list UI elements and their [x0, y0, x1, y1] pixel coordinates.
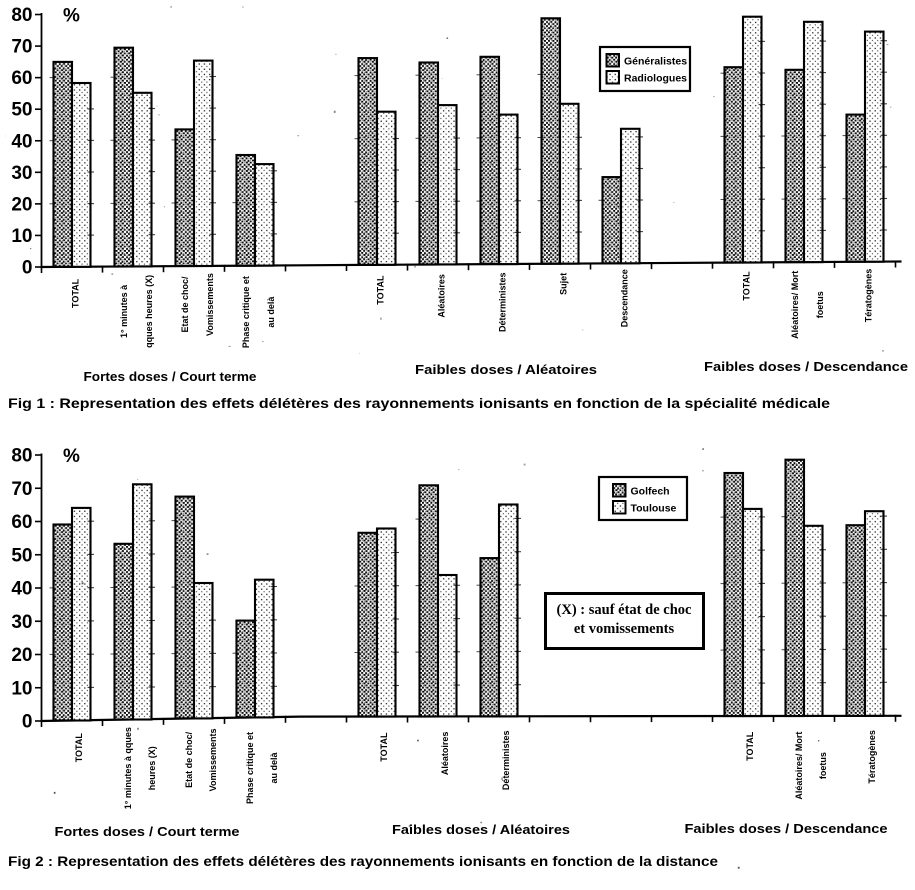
svg-text:0: 0: [22, 258, 33, 279]
svg-text:Faibles doses / Aléatoires: Faibles doses / Aléatoires: [392, 822, 570, 837]
svg-text:Descendance: Descendance: [620, 269, 630, 327]
svg-text:Fortes doses / Court terme: Fortes doses / Court terme: [84, 369, 257, 384]
svg-text:Radiologues: Radiologues: [624, 73, 687, 85]
svg-text:Vomissements: Vomissements: [205, 273, 215, 336]
svg-text:Faibles doses / Aléatoires: Faibles doses / Aléatoires: [415, 362, 597, 377]
svg-text:TOTAL: TOTAL: [745, 731, 755, 761]
svg-text:40: 40: [11, 131, 32, 152]
svg-text:(X) : sauf état de choc: (X) : sauf état de choc: [557, 602, 692, 618]
svg-text:Golfech: Golfech: [631, 486, 670, 498]
svg-text:10: 10: [11, 678, 32, 699]
svg-text:20: 20: [11, 645, 32, 666]
svg-text:Sujet: Sujet: [559, 273, 569, 295]
svg-text:Déterministes: Déterministes: [498, 272, 508, 332]
svg-text:Déterministes: Déterministes: [501, 731, 511, 791]
svg-text:30: 30: [11, 163, 32, 184]
svg-text:Aléatoires/ Mort: Aléatoires/ Mort: [794, 732, 804, 800]
svg-text:TOTAL: TOTAL: [376, 275, 386, 305]
svg-text:Fig 1 : Representation des eff: Fig 1 : Representation des effets délétè…: [8, 395, 830, 411]
svg-text:Toulouse: Toulouse: [631, 503, 677, 515]
svg-text:et vomissements: et vomissements: [574, 621, 675, 637]
svg-text:foetus: foetus: [818, 752, 828, 779]
svg-text:Phase critique et: Phase critique et: [245, 732, 255, 804]
svg-text:Aléatoires/ Mort: Aléatoires/ Mort: [790, 271, 800, 339]
svg-text:heures (X): heures (X): [147, 746, 157, 790]
svg-text:Etat de choc/: Etat de choc/: [184, 731, 194, 788]
svg-text:TOTAL: TOTAL: [71, 278, 81, 308]
svg-text:Aléatoires: Aléatoires: [437, 274, 447, 318]
svg-text:Fig 2 : Representation des eff: Fig 2 : Representation des effets délétè…: [8, 853, 718, 869]
svg-text:Vomissements: Vomissements: [208, 728, 218, 791]
svg-text:qques heures (X): qques heures (X): [144, 275, 154, 348]
svg-text:Tératogènes: Tératogènes: [864, 269, 874, 323]
svg-text:Faibles doses / Descendance: Faibles doses / Descendance: [685, 821, 888, 836]
svg-text:Etat de choc/: Etat de choc/: [180, 276, 190, 333]
svg-text:TOTAL: TOTAL: [379, 732, 389, 762]
svg-text:Fortes doses / Court terme: Fortes doses / Court terme: [55, 824, 240, 839]
svg-text:Tératogènes: Tératogènes: [867, 730, 877, 784]
svg-text:60: 60: [11, 68, 32, 89]
svg-text:30: 30: [11, 612, 32, 633]
svg-text:70: 70: [11, 479, 32, 500]
svg-text:40: 40: [11, 579, 32, 600]
svg-text:50: 50: [11, 545, 32, 566]
svg-text:TOTAL: TOTAL: [74, 733, 84, 763]
svg-text:TOTAL: TOTAL: [742, 271, 752, 301]
svg-text:Généralistes: Généralistes: [624, 56, 687, 68]
svg-text:Aléatoires: Aléatoires: [440, 732, 450, 776]
svg-text:80: 80: [11, 5, 32, 26]
svg-text:60: 60: [11, 512, 32, 533]
svg-text:au delà: au delà: [269, 752, 279, 784]
svg-text:Phase critique et: Phase critique et: [241, 276, 251, 348]
svg-text:%: %: [63, 446, 80, 467]
svg-text:1° minutes à qques: 1° minutes à qques: [123, 727, 133, 809]
svg-text:foetus: foetus: [815, 291, 825, 318]
svg-text:20: 20: [11, 194, 32, 215]
svg-text:0: 0: [22, 712, 33, 733]
svg-text:80: 80: [11, 446, 32, 467]
svg-text:au delà: au delà: [266, 296, 276, 328]
svg-text:Faibles doses / Descendance: Faibles doses / Descendance: [704, 359, 908, 374]
svg-text:70: 70: [11, 37, 32, 58]
svg-text:10: 10: [11, 226, 32, 247]
svg-text:%: %: [63, 6, 80, 27]
svg-text:1° minutes à: 1° minutes à: [119, 284, 129, 338]
svg-text:50: 50: [11, 100, 32, 121]
